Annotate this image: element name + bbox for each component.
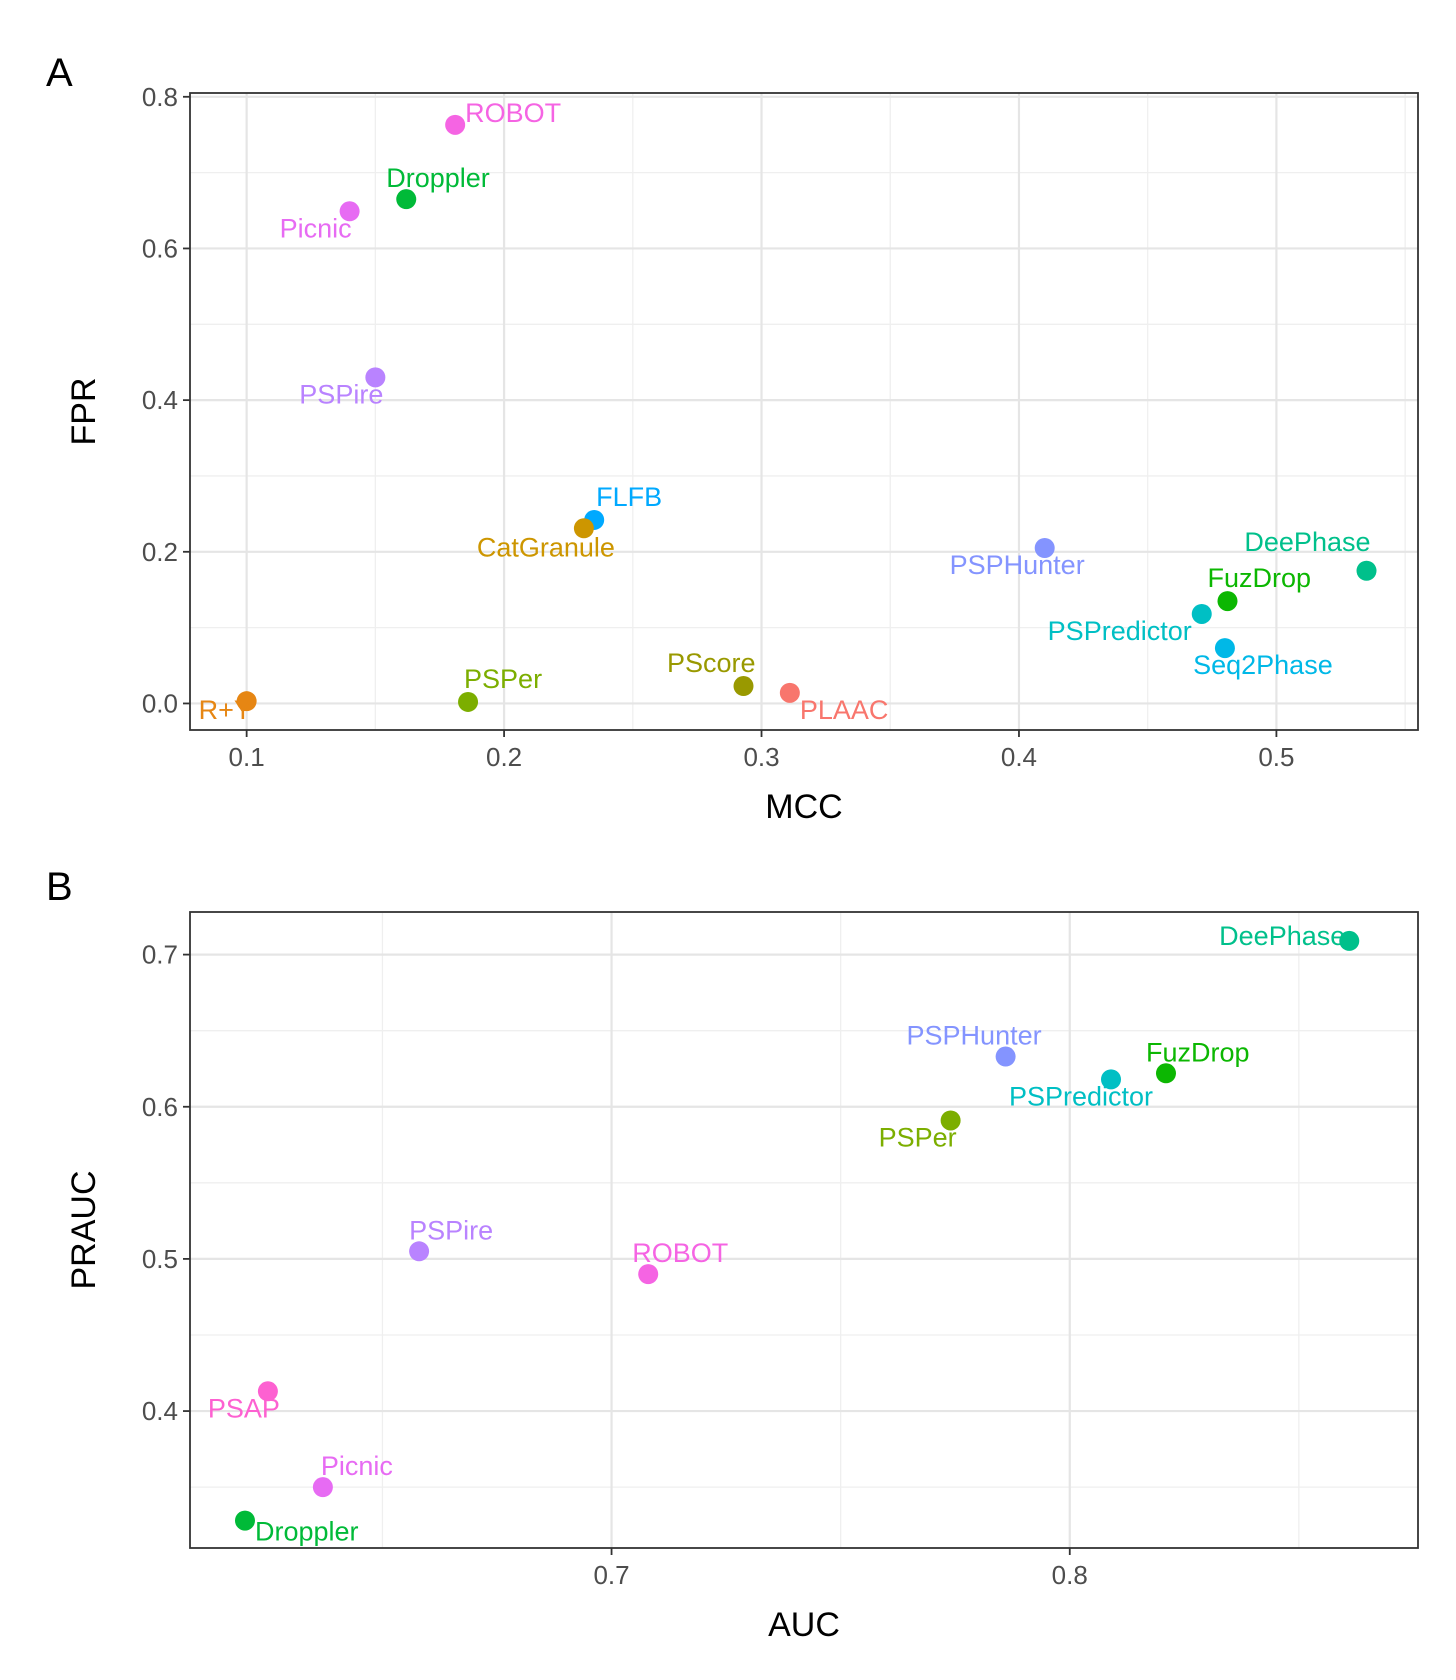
point-psphunter — [1034, 538, 1055, 558]
point-label-plaac: PLAAC — [800, 695, 889, 725]
point-robot — [638, 1264, 659, 1285]
y-tick-label: 0.4 — [142, 1396, 178, 1426]
point-catgranule — [573, 518, 594, 539]
panel-b-x-axis-title: AUC — [768, 1606, 840, 1644]
point-robot — [445, 114, 466, 135]
y-tick-label: 0.7 — [142, 940, 178, 970]
point-label-r-y: R+Y — [199, 695, 252, 725]
panel-b-y-axis-title: PRAUC — [65, 1170, 103, 1289]
x-tick-label: 0.7 — [593, 1560, 629, 1590]
point-label-deephase: DeePhase — [1219, 921, 1345, 951]
point-label-psper: PSPer — [879, 1122, 957, 1152]
point-psphunter — [995, 1046, 1016, 1067]
point-deephase — [1339, 930, 1360, 951]
panel-b-frame — [189, 911, 1419, 1549]
y-tick-label: 0.6 — [142, 1092, 178, 1122]
point-picnic — [312, 1477, 333, 1498]
point-pspredictor — [1191, 603, 1212, 624]
panel-b-letter: B — [46, 865, 73, 909]
point-seq2phase — [1214, 638, 1235, 659]
panel-a-x-axis-title: MCC — [765, 788, 842, 826]
y-tick-label: 0.5 — [142, 1244, 178, 1274]
x-tick-label: 0.1 — [229, 742, 265, 772]
point-label-fuzdrop: FuzDrop — [1207, 563, 1311, 593]
point-picnic — [339, 201, 360, 222]
panel-a-scatter: 0.1 0.2 0.3 0.4 0.5 0.0 0.2 0.4 0.6 0.8 MCC FPR ROBO… — [65, 82, 1419, 826]
point-pscore — [733, 676, 754, 697]
point-pspire — [365, 367, 386, 388]
point-fuzdrop — [1155, 1063, 1176, 1084]
point-psper — [940, 1110, 961, 1131]
point-label-droppler: Droppler — [255, 1517, 359, 1547]
point-label-fuzdrop: FuzDrop — [1146, 1037, 1250, 1067]
point-label-psphunter: PSPHunter — [907, 1021, 1042, 1051]
point-label-psper: PSPer — [464, 664, 542, 694]
point-label-droppler: Droppler — [386, 163, 490, 193]
x-tick-label: 0.3 — [743, 742, 779, 772]
point-label-catgranule: CatGranule — [477, 532, 615, 562]
point-label-psap: PSAP — [208, 1393, 280, 1423]
panel-b-scatter: 0.7 0.8 0.4 0.5 0.6 0.7 AUC PRAUC DeePhase PSPHun… — [65, 911, 1419, 1644]
panel-a-gridlines — [190, 93, 1418, 730]
point-r-y — [236, 691, 257, 712]
point-label-psphunter: PSPHunter — [950, 550, 1085, 580]
point-label-picnic: Picnic — [321, 1451, 393, 1481]
point-label-pspire: PSPire — [409, 1215, 493, 1245]
x-tick-label: 0.5 — [1258, 742, 1294, 772]
point-pspire — [409, 1241, 430, 1262]
x-tick-label: 0.8 — [1052, 1560, 1088, 1590]
point-fuzdrop — [1217, 591, 1238, 612]
panel-b-gridlines — [190, 912, 1418, 1548]
y-tick-label: 0.2 — [142, 537, 178, 567]
point-psap — [257, 1381, 278, 1402]
y-tick-label: 0.0 — [142, 688, 178, 718]
point-label-robot: ROBOT — [465, 98, 561, 128]
point-deephase — [1356, 560, 1377, 581]
panel-a-frame — [189, 92, 1419, 731]
panel-a-y-axis-title: FPR — [65, 378, 103, 446]
point-label-pspredictor: PSPredictor — [1009, 1081, 1153, 1111]
x-tick-label: 0.2 — [486, 742, 522, 772]
point-label-seq2phase: Seq2Phase — [1193, 650, 1333, 680]
point-label-robot: ROBOT — [632, 1238, 728, 1268]
x-tick-label: 0.4 — [1001, 742, 1037, 772]
point-label-picnic: Picnic — [280, 213, 352, 243]
panel-a-letter: A — [46, 51, 73, 95]
point-label-pspredictor: PSPredictor — [1048, 616, 1192, 646]
point-droppler — [396, 189, 417, 210]
point-psper — [458, 691, 479, 712]
point-pspredictor — [1101, 1069, 1121, 1090]
y-tick-label: 0.6 — [142, 233, 178, 263]
point-droppler — [234, 1510, 255, 1531]
y-tick-label: 0.4 — [142, 385, 178, 415]
point-label-pspire: PSPire — [299, 379, 383, 409]
y-tick-label: 0.8 — [142, 82, 178, 112]
point-label-flfb: FLFB — [596, 482, 662, 512]
point-label-pscore: PScore — [667, 648, 756, 678]
point-plaac — [779, 682, 800, 703]
point-label-deephase: DeePhase — [1244, 527, 1370, 557]
